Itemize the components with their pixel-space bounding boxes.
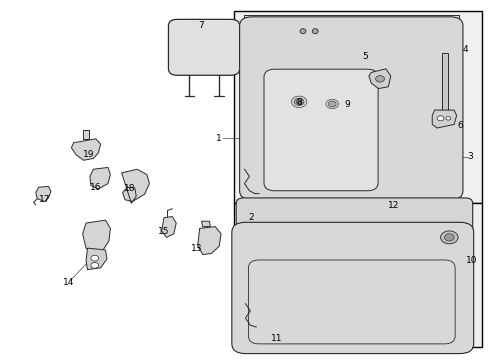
Circle shape <box>291 96 306 108</box>
FancyBboxPatch shape <box>231 222 473 354</box>
Polygon shape <box>201 221 210 226</box>
Polygon shape <box>122 169 149 203</box>
Text: 19: 19 <box>82 150 94 159</box>
Circle shape <box>91 262 99 268</box>
Text: 2: 2 <box>248 213 254 222</box>
FancyBboxPatch shape <box>264 69 377 191</box>
Text: 17: 17 <box>39 195 50 204</box>
Circle shape <box>445 117 450 120</box>
Text: 12: 12 <box>387 201 398 210</box>
Polygon shape <box>86 248 107 270</box>
Circle shape <box>325 99 338 109</box>
Polygon shape <box>441 53 447 125</box>
Polygon shape <box>431 110 456 128</box>
Text: 15: 15 <box>158 228 169 237</box>
Text: 13: 13 <box>191 244 202 253</box>
Text: 8: 8 <box>296 98 302 107</box>
Polygon shape <box>197 226 221 255</box>
Text: 3: 3 <box>466 152 472 161</box>
Text: 16: 16 <box>90 183 102 192</box>
Polygon shape <box>82 130 89 139</box>
FancyBboxPatch shape <box>168 19 239 75</box>
Text: 9: 9 <box>344 100 349 109</box>
Text: 4: 4 <box>461 45 467 54</box>
Circle shape <box>440 231 457 244</box>
Circle shape <box>375 76 384 82</box>
FancyBboxPatch shape <box>236 198 472 235</box>
Polygon shape <box>71 139 101 160</box>
Text: 5: 5 <box>362 52 367 61</box>
Text: 7: 7 <box>198 21 204 30</box>
Polygon shape <box>244 15 458 196</box>
FancyBboxPatch shape <box>248 260 454 344</box>
Polygon shape <box>161 217 176 237</box>
Ellipse shape <box>312 29 318 34</box>
Circle shape <box>444 234 453 241</box>
Polygon shape <box>82 220 110 253</box>
Text: 1: 1 <box>215 134 221 143</box>
Circle shape <box>328 101 335 107</box>
Text: 18: 18 <box>124 184 135 193</box>
Polygon shape <box>36 186 51 202</box>
FancyBboxPatch shape <box>239 17 462 200</box>
Bar <box>233 203 482 347</box>
Text: 6: 6 <box>456 121 462 130</box>
Circle shape <box>296 100 302 104</box>
Circle shape <box>91 255 99 261</box>
Polygon shape <box>368 69 390 89</box>
Polygon shape <box>243 228 465 345</box>
Text: 10: 10 <box>465 256 476 265</box>
Text: 11: 11 <box>270 334 282 343</box>
Circle shape <box>436 116 443 121</box>
Text: 14: 14 <box>63 278 75 287</box>
Polygon shape <box>90 167 110 189</box>
Circle shape <box>294 98 304 105</box>
Ellipse shape <box>300 29 305 34</box>
Bar <box>233 12 482 203</box>
